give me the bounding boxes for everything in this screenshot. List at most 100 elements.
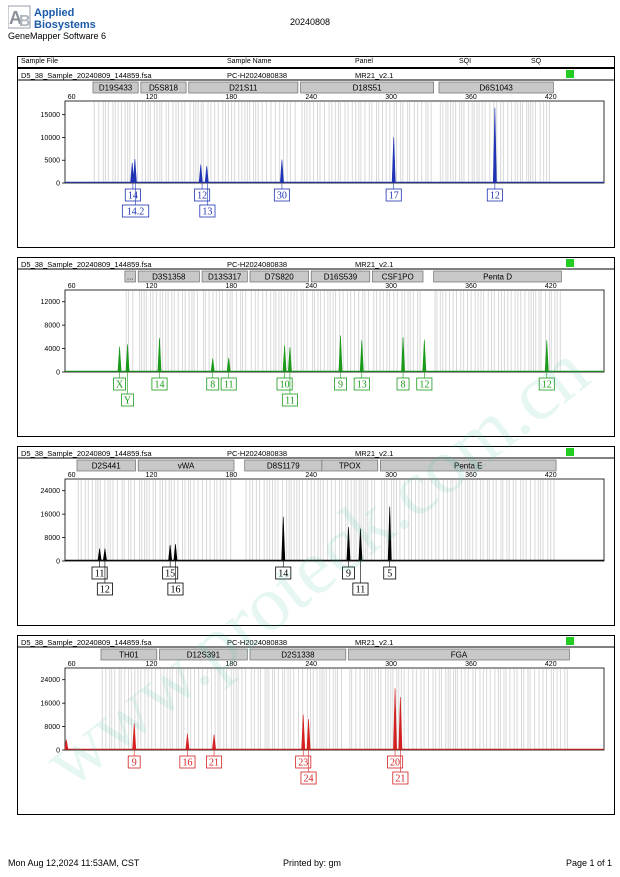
- y-tick-label: 8000: [44, 323, 60, 330]
- plot-area: [64, 289, 605, 373]
- applied-biosystems-logo: A B Applied Biosystems: [7, 4, 118, 37]
- svg-text:B: B: [19, 13, 31, 30]
- allele-label: 11: [224, 380, 234, 391]
- allele-label: 11: [356, 585, 366, 596]
- allele-label-box: [206, 377, 220, 391]
- allele-label: 12: [490, 191, 500, 202]
- y-tick-label: 12000: [41, 299, 61, 306]
- allele-label: 13: [202, 207, 212, 218]
- locus-label: FGA: [451, 651, 468, 660]
- peak: [226, 357, 231, 372]
- allele-label-box: [416, 377, 433, 391]
- y-tick-label: 0: [56, 181, 60, 188]
- x-tick-label: 420: [545, 472, 557, 479]
- allele-label: 13: [357, 380, 367, 391]
- x-tick-label: 180: [226, 94, 238, 101]
- x-tick-label: 360: [465, 472, 477, 479]
- allele-label: 14: [128, 191, 138, 202]
- allele-label-box: [121, 393, 134, 407]
- panel-value: MR21_v2.1: [355, 449, 393, 458]
- peak: [401, 337, 405, 372]
- peak: [198, 164, 203, 183]
- sample-name-value: PC-H2024080838: [227, 260, 287, 269]
- x-tick-label: 240: [305, 472, 317, 479]
- locus-bar: [438, 81, 554, 94]
- locus-bar: [124, 270, 136, 283]
- allele-label-box: [281, 393, 298, 407]
- locus-bar: [100, 648, 158, 661]
- allele-label: 9: [346, 569, 351, 580]
- locus-bar: [321, 459, 379, 472]
- allele-label-box: [127, 755, 141, 769]
- allele-label: 30: [277, 191, 287, 202]
- allele-label-box: [352, 582, 369, 596]
- peak: [359, 340, 364, 372]
- x-tick-label: 420: [545, 94, 557, 101]
- y-tick-label: 0: [56, 748, 60, 755]
- allele-label: 10: [280, 380, 290, 391]
- sample-name-value: PC-H2024080838: [227, 71, 287, 80]
- locus-label: D5S818: [149, 84, 178, 93]
- locus-label: Penta E: [454, 462, 482, 471]
- locus-label: D2S1338: [281, 651, 315, 660]
- x-tick-label: 180: [226, 472, 238, 479]
- peak: [132, 723, 137, 750]
- y-tick-label: 0: [56, 370, 60, 377]
- locus-label: D13S317: [208, 273, 242, 282]
- locus-bar: [380, 459, 557, 472]
- allele-label-box: [96, 582, 113, 596]
- x-tick-label: 60: [68, 94, 76, 101]
- allele-bins: [125, 291, 561, 371]
- allele-label: 8: [210, 380, 215, 391]
- column-header-row: Sample File Sample Name Panel SQI SQ: [17, 56, 615, 68]
- column-sq: SQ: [531, 58, 542, 65]
- sample-name-value: PC-H2024080838: [227, 638, 287, 647]
- locus-label: D19S433: [99, 84, 133, 93]
- peak: [173, 544, 178, 561]
- allele-label: 12: [100, 585, 110, 596]
- locus-label: D12S391: [187, 651, 221, 660]
- sample-file-value: D5_38_Sample_20240809_144859.fsa: [21, 638, 152, 647]
- logo-line2: Biosystems: [34, 19, 96, 31]
- allele-label-box: [124, 188, 141, 202]
- allele-label: 15: [165, 569, 175, 580]
- allele-label: 14.2: [127, 207, 145, 218]
- allele-label: 20: [390, 758, 400, 769]
- locus-label: TPOX: [339, 462, 361, 471]
- report-footer: Mon Aug 12,2024 11:53AM, CST Printed by:…: [0, 855, 620, 875]
- allele-label-box: [206, 755, 223, 769]
- locus-label: D2S441: [92, 462, 121, 471]
- locus-bar: [249, 270, 309, 283]
- sample-name-value: PC-H2024080838: [227, 449, 287, 458]
- allele-label-box: [113, 377, 126, 391]
- peak: [301, 714, 306, 750]
- x-tick-label: 360: [465, 283, 477, 290]
- column-sqi: SQI: [459, 58, 472, 65]
- allele-label-box: [220, 377, 237, 391]
- locus-bar: [76, 459, 136, 472]
- locus-label: D3S1358: [152, 273, 186, 282]
- locus-bar: [159, 648, 248, 661]
- locus-bar: [300, 81, 434, 94]
- x-tick-label: 60: [68, 472, 76, 479]
- locus-bar: [137, 459, 235, 472]
- column-sample-file: Sample File: [21, 58, 58, 65]
- locus-bar: [249, 648, 347, 661]
- peak: [282, 345, 287, 372]
- report-title: 20240808: [290, 17, 331, 27]
- sizing-quality-indicator: [566, 637, 574, 645]
- allele-label-box: [392, 771, 409, 785]
- y-tick-label: 15000: [41, 112, 61, 119]
- sizing-quality-indicator: [566, 70, 574, 78]
- x-tick-label: 300: [385, 94, 397, 101]
- allele-label: 12: [419, 380, 429, 391]
- y-tick-label: 24000: [41, 488, 61, 495]
- allele-label-box: [538, 377, 555, 391]
- panel-value: MR21_v2.1: [355, 260, 393, 269]
- locus-bar: [140, 81, 187, 94]
- x-tick-label: 180: [226, 283, 238, 290]
- allele-label-box: [387, 755, 404, 769]
- footer-printed-by: Printed by: gm: [283, 858, 342, 868]
- peak: [422, 339, 427, 372]
- peak: [64, 739, 69, 750]
